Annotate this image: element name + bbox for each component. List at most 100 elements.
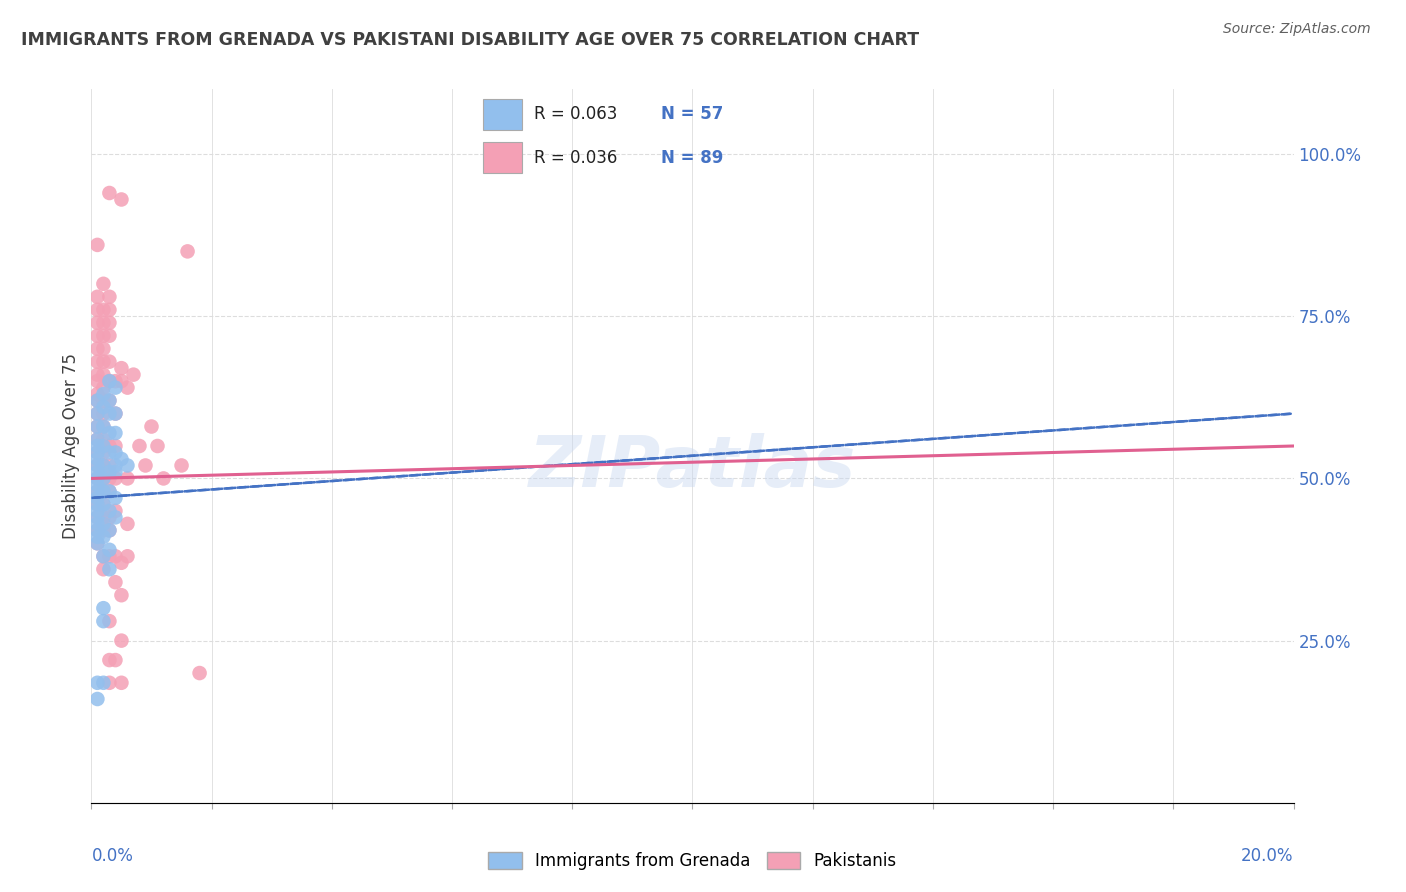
Point: [86, 433, 108, 447]
Point: [86, 491, 108, 505]
Point: [110, 193, 132, 207]
Point: [86, 524, 108, 538]
Point: [86, 497, 108, 511]
Text: 20.0%: 20.0%: [1241, 847, 1294, 864]
Point: [86, 419, 108, 434]
Point: [86, 536, 108, 550]
Point: [104, 445, 127, 459]
Point: [104, 575, 127, 590]
Point: [98, 445, 121, 459]
Point: [93, 549, 115, 564]
Point: [104, 471, 127, 485]
Point: [93, 393, 115, 408]
Point: [104, 407, 127, 421]
Point: [93, 419, 115, 434]
Point: [122, 368, 145, 382]
Point: [93, 368, 115, 382]
Point: [117, 516, 139, 531]
Point: [93, 458, 115, 473]
Point: [98, 328, 121, 343]
Point: [98, 562, 121, 576]
Point: [86, 484, 108, 499]
Point: [93, 497, 115, 511]
Point: [93, 484, 115, 499]
Point: [104, 504, 127, 518]
Point: [98, 484, 121, 499]
Point: [86, 238, 108, 252]
Point: [104, 381, 127, 395]
Point: [93, 497, 115, 511]
Point: [117, 381, 139, 395]
Point: [110, 588, 132, 602]
Point: [110, 633, 132, 648]
Point: [110, 374, 132, 388]
Point: [86, 458, 108, 473]
Point: [104, 439, 127, 453]
Point: [86, 465, 108, 479]
Text: Source: ZipAtlas.com: Source: ZipAtlas.com: [1223, 22, 1371, 37]
Point: [93, 419, 115, 434]
Point: [93, 433, 115, 447]
Point: [86, 387, 108, 401]
Point: [98, 471, 121, 485]
Point: [93, 277, 115, 291]
Point: [98, 439, 121, 453]
Text: N = 57: N = 57: [661, 105, 724, 123]
Point: [98, 542, 121, 557]
Point: [98, 653, 121, 667]
Point: [98, 458, 121, 473]
Y-axis label: Disability Age Over 75: Disability Age Over 75: [62, 353, 80, 539]
Point: [93, 484, 115, 499]
Point: [98, 524, 121, 538]
Point: [98, 302, 121, 317]
Point: [98, 374, 121, 388]
Point: [104, 653, 127, 667]
Point: [93, 342, 115, 356]
Point: [93, 562, 115, 576]
Point: [86, 524, 108, 538]
Legend: Immigrants from Grenada, Pakistanis: Immigrants from Grenada, Pakistanis: [481, 845, 904, 877]
Point: [93, 549, 115, 564]
Point: [104, 549, 127, 564]
Point: [98, 614, 121, 628]
Text: R = 0.036: R = 0.036: [534, 149, 617, 167]
Point: [98, 290, 121, 304]
Point: [93, 510, 115, 524]
Point: [176, 244, 198, 259]
Point: [104, 425, 127, 440]
Point: [104, 465, 127, 479]
Point: [110, 556, 132, 570]
Point: [93, 675, 115, 690]
Point: [98, 425, 121, 440]
Point: [117, 471, 139, 485]
Point: [86, 419, 108, 434]
Point: [86, 342, 108, 356]
Point: [110, 675, 132, 690]
Point: [98, 549, 121, 564]
Text: ZIPatlas: ZIPatlas: [529, 433, 856, 502]
Point: [86, 316, 108, 330]
Text: 0.0%: 0.0%: [91, 847, 134, 864]
Point: [86, 497, 108, 511]
Point: [93, 458, 115, 473]
Point: [86, 510, 108, 524]
Point: [98, 186, 121, 200]
Point: [93, 439, 115, 453]
Point: [98, 675, 121, 690]
Point: [188, 666, 211, 681]
Point: [128, 439, 150, 453]
Point: [86, 471, 108, 485]
Point: [93, 407, 115, 421]
Point: [98, 354, 121, 368]
Point: [104, 510, 127, 524]
Point: [117, 458, 139, 473]
Point: [146, 439, 169, 453]
Point: [93, 601, 115, 615]
Point: [98, 393, 121, 408]
Point: [117, 549, 139, 564]
Point: [104, 458, 127, 473]
Point: [98, 374, 121, 388]
Point: [98, 524, 121, 538]
Point: [86, 439, 108, 453]
Point: [93, 516, 115, 531]
